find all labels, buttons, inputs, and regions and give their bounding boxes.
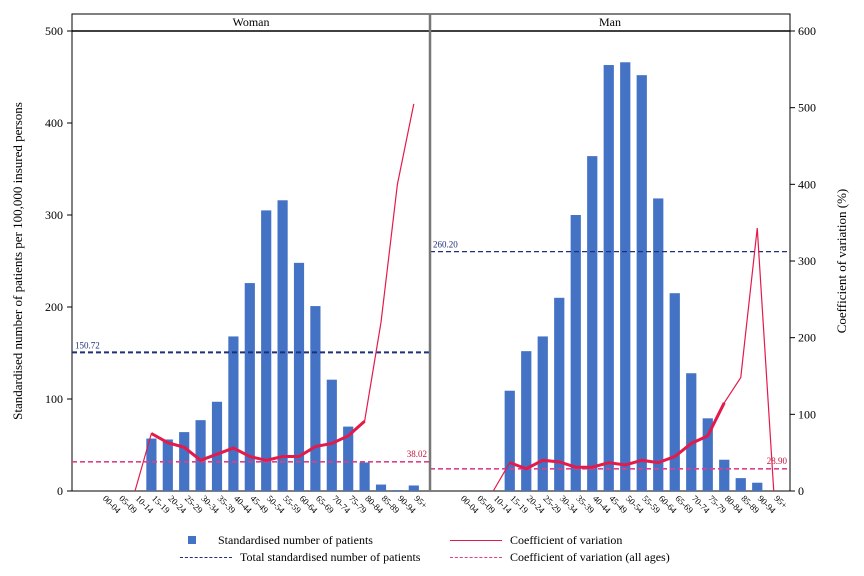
y2-tick-label: 300 [798,254,816,268]
bar [537,336,548,491]
legend-swatch-total [180,556,232,558]
bar [195,420,206,491]
bar [343,426,354,491]
bar [228,336,239,491]
y-tick-label: 200 [45,300,63,314]
cv-all-label: 38.02 [407,449,427,459]
bar [504,390,515,491]
y-tick-label: 100 [45,392,63,406]
cv-line-emphasis [509,402,726,471]
bar [392,490,403,491]
y2-tick-label: 400 [798,177,816,191]
legend-label-cv: Coefficient of variation [510,532,623,547]
bar [359,462,370,491]
legend-swatch-cv [450,539,502,541]
y-tick-label: 400 [45,116,63,130]
legend-swatch-bars [188,536,196,544]
panel-title: Man [599,15,621,29]
y-tick-label: 500 [45,24,63,38]
y2-tick-label: 500 [798,101,816,115]
bar [735,478,746,491]
y2-tick-label: 100 [798,407,816,421]
legend-label-total: Total standardised number of patients [240,549,421,564]
bar [603,65,614,491]
cv-line-emphasis [150,420,366,463]
y2-tick-label: 0 [798,484,804,498]
bar [554,297,565,491]
bar [244,283,255,491]
bar [375,484,387,491]
legend-label-bars: Standardised number of patients [218,532,373,547]
legend-item-cv: Coefficient of variation [450,531,622,549]
bar [293,262,305,491]
y2-tick-label: 600 [798,24,816,38]
cv-line [134,103,415,492]
y-axis-title: Standardised number of patients per 100,… [10,102,25,420]
bar [146,438,157,491]
bar [719,459,730,491]
y-tick-label: 300 [45,208,63,222]
bar [636,75,647,491]
bar [521,351,532,491]
legend-swatch-cv-all [450,556,502,558]
bar [620,62,631,491]
total-line-label: 260.20 [433,240,458,250]
bar [277,200,288,491]
bar [326,379,337,491]
bar [669,293,680,491]
panel-title: Woman [232,15,269,29]
legend-item-bars: Standardised number of patients [184,531,373,549]
legend-item-total: Total standardised number of patients [180,548,420,566]
legend-item-cv-all: Coefficient of variation (all ages) [450,548,670,566]
bar [261,210,272,491]
y2-tick-label: 200 [798,331,816,345]
bar [752,482,763,491]
bar [162,439,173,491]
bar [702,418,713,491]
bar [587,156,598,491]
y2-axis-title: Coefficient of variation (%) [834,189,849,334]
total-line-label: 150.72 [75,340,100,350]
y-tick-label: 0 [57,484,63,498]
legend: Standardised number of patients Total st… [180,531,740,571]
cv-all-label: 28.90 [767,456,788,466]
cv-line [492,227,775,492]
bar [408,485,419,491]
bar [310,306,321,491]
bar [211,401,223,491]
bar [686,373,697,491]
bar [570,215,581,491]
bar [653,198,664,491]
legend-label-cv-all: Coefficient of variation (all ages) [510,549,670,564]
